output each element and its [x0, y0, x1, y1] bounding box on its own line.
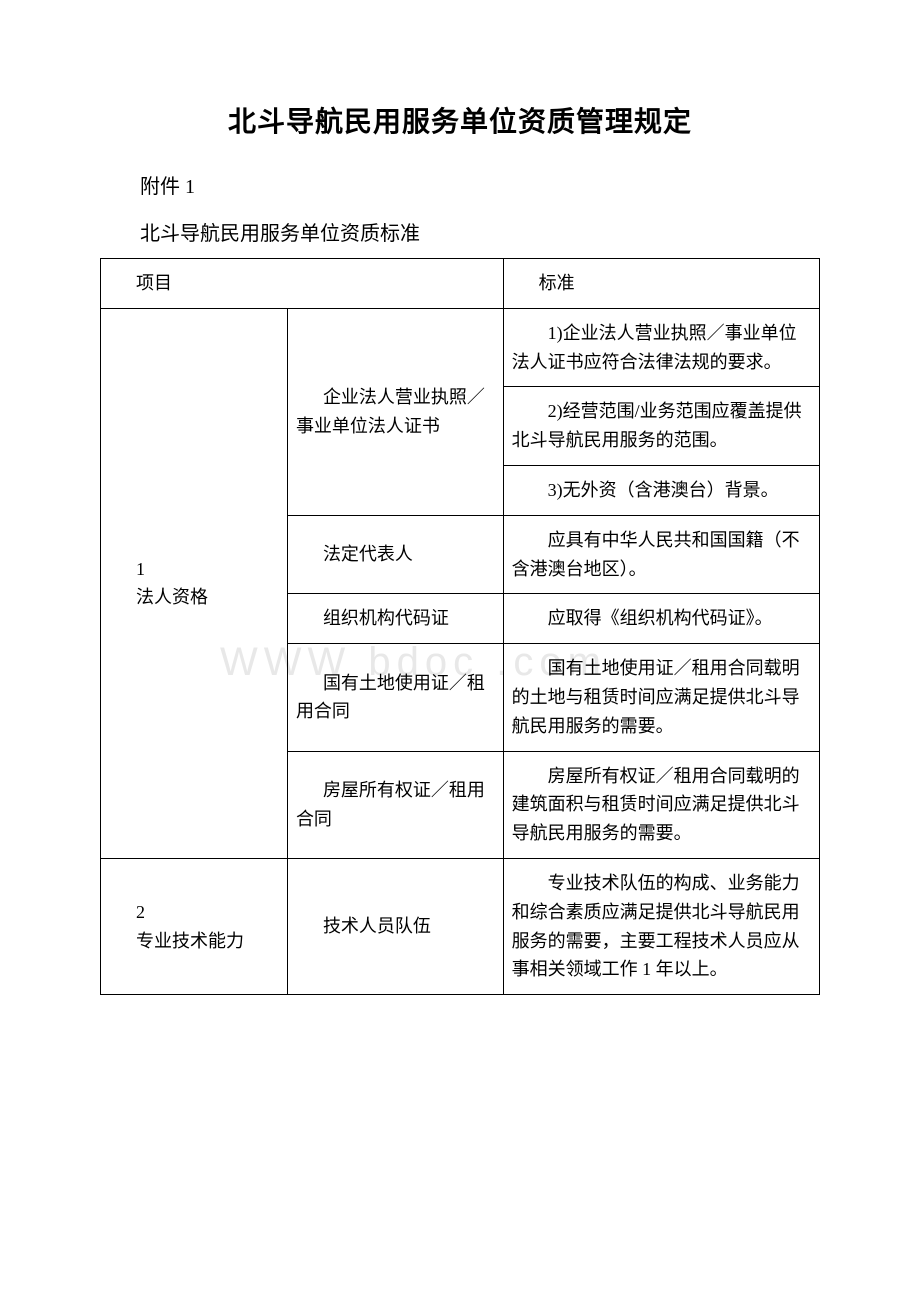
item2-number: 2: [109, 898, 279, 927]
item1-cell: 1 法人资格: [101, 308, 288, 858]
header-standard: 标准: [503, 259, 819, 309]
qualification-table: 项目 标准 1 法人资格 企业法人营业执照／事业单位法人证书 1)企业法人营业执…: [100, 258, 820, 995]
item1-sub3-std: 应取得《组织机构代码证》。: [503, 594, 819, 644]
attachment-label: 附件 1: [100, 170, 820, 199]
document-subtitle: 北斗导航民用服务单位资质标准: [100, 217, 820, 246]
item1-sub4-std: 国有土地使用证／租用合同载明的土地与租赁时间应满足提供北斗导航民用服务的需要。: [503, 644, 819, 751]
item2-cell: 2 专业技术能力: [101, 858, 288, 994]
item1-sub1-std1: 1)企业法人营业执照／事业单位法人证书应符合法律法规的要求。: [503, 308, 819, 387]
item2-name: 专业技术能力: [109, 927, 279, 956]
header-item: 项目: [101, 259, 504, 309]
item1-number: 1: [109, 555, 279, 584]
item2-sub1-std: 专业技术队伍的构成、业务能力和综合素质应满足提供北斗导航民用服务的需要，主要工程…: [503, 858, 819, 994]
item1-sub5: 房屋所有权证／租用合同: [287, 751, 503, 858]
table-header-row: 项目 标准: [101, 259, 820, 309]
table-row: 1 法人资格 企业法人营业执照／事业单位法人证书 1)企业法人营业执照／事业单位…: [101, 308, 820, 387]
item1-name: 法人资格: [109, 583, 279, 612]
item1-sub2-std: 应具有中华人民共和国国籍（不含港澳台地区）。: [503, 515, 819, 594]
item1-sub1: 企业法人营业执照／事业单位法人证书: [287, 308, 503, 515]
item1-sub1-std3: 3)无外资（含港澳台）背景。: [503, 465, 819, 515]
item1-sub5-std: 房屋所有权证／租用合同载明的建筑面积与租赁时间应满足提供北斗导航民用服务的需要。: [503, 751, 819, 858]
item1-sub1-std2: 2)经营范围/业务范围应覆盖提供北斗导航民用服务的范围。: [503, 387, 819, 466]
item1-sub3: 组织机构代码证: [287, 594, 503, 644]
table-row: 2 专业技术能力 技术人员队伍 专业技术队伍的构成、业务能力和综合素质应满足提供…: [101, 858, 820, 994]
document-page: 北斗导航民用服务单位资质管理规定 附件 1 北斗导航民用服务单位资质标准 项目 …: [0, 0, 920, 1035]
document-title: 北斗导航民用服务单位资质管理规定: [100, 100, 820, 140]
item1-sub4: 国有土地使用证／租用合同: [287, 644, 503, 751]
item2-sub1: 技术人员队伍: [287, 858, 503, 994]
item1-sub2: 法定代表人: [287, 515, 503, 594]
